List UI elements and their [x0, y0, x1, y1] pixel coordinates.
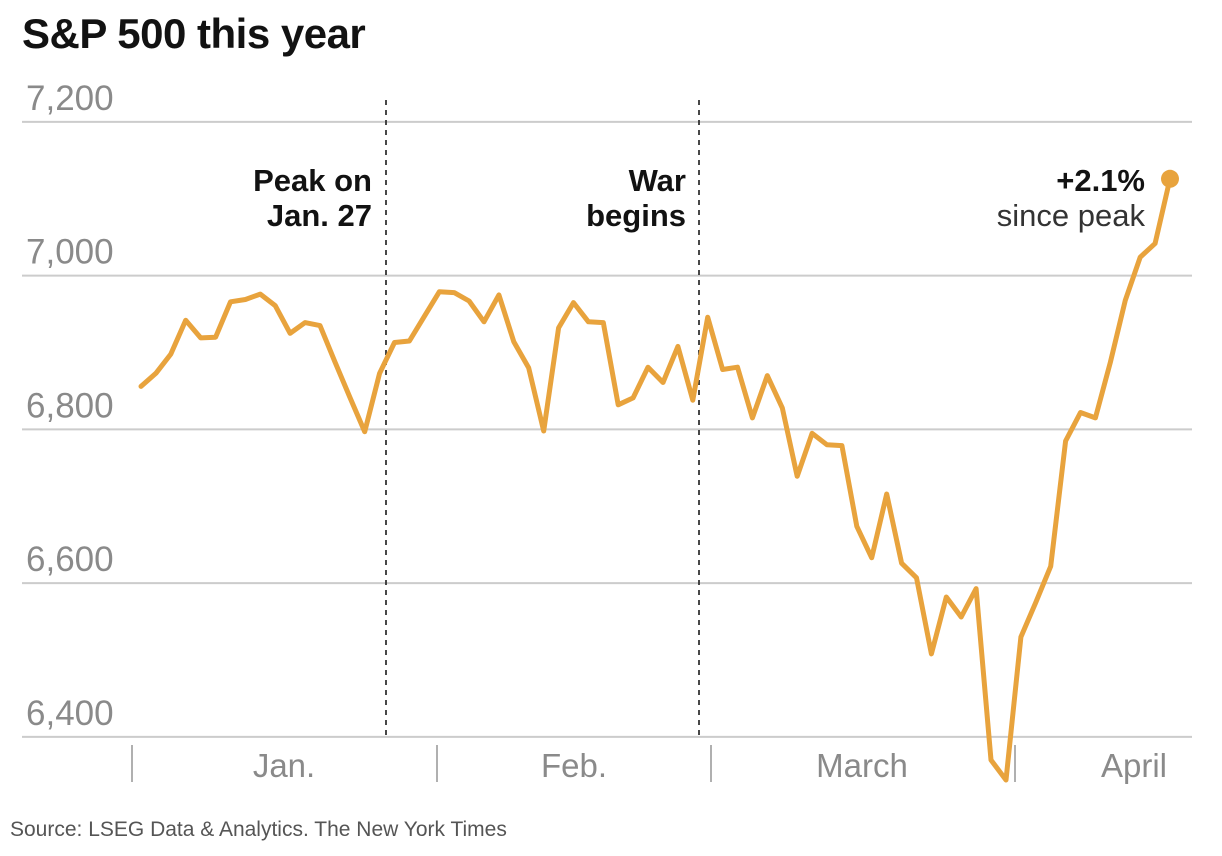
x-axis: Jan. Feb. March April [131, 745, 1167, 784]
source-note: Source: LSEG Data & Analytics. The New Y… [10, 818, 507, 841]
war-annotation-line1: War [629, 163, 686, 198]
y-tick-label: 6,800 [26, 386, 114, 425]
y-tick-label: 7,000 [26, 233, 114, 272]
peak-annotation-line2: Jan. 27 [267, 198, 372, 233]
chart-title: S&P 500 this year [22, 10, 366, 57]
series [138, 169, 1179, 783]
x-tick-label: March [816, 747, 908, 784]
y-tick-label: 6,400 [26, 694, 114, 733]
peak-annotation-line1: Peak on [253, 163, 372, 198]
y-axis-ticks: 6,400 6,600 6,800 7,000 7,200 [26, 79, 114, 733]
series-line [138, 176, 1173, 783]
change-annotation-label: since peak [997, 198, 1146, 233]
x-tick-label: Jan. [253, 747, 315, 784]
y-tick-label: 6,600 [26, 540, 114, 579]
y-tick-label: 7,200 [26, 79, 114, 118]
x-tick-label: Feb. [541, 747, 607, 784]
gridlines [22, 120, 1192, 738]
latest-point [1161, 169, 1179, 188]
change-annotation-value: +2.1% [1056, 163, 1145, 198]
war-annotation-line2: begins [586, 198, 686, 233]
x-tick-label: April [1101, 747, 1167, 784]
event-markers [385, 100, 700, 737]
